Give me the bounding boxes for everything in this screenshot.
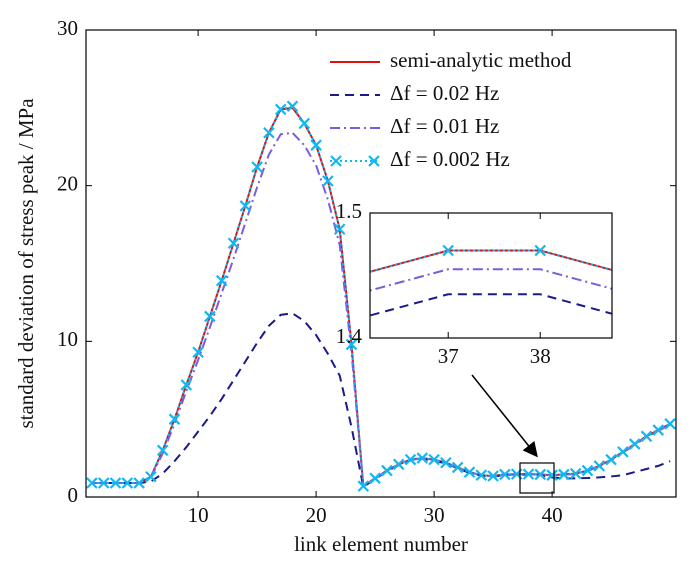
- series-marker: [192, 346, 204, 359]
- series-marker: [145, 470, 157, 483]
- series-marker: [168, 413, 181, 425]
- series-marker: [274, 103, 287, 116]
- series-marker: [351, 271, 361, 281]
- legend-label: semi-analytic method: [390, 48, 572, 72]
- series-marker: [381, 464, 393, 477]
- series-marker: [215, 274, 228, 287]
- series-marker: [121, 477, 134, 489]
- series-line: [370, 268, 612, 292]
- series-marker: [322, 175, 334, 187]
- series-marker: [451, 461, 464, 474]
- series-line: [370, 249, 612, 273]
- series-marker: [546, 469, 558, 481]
- legend-label: Δf = 0.02 Hz: [390, 81, 499, 105]
- zoom-box: [519, 462, 555, 494]
- series-marker: [86, 477, 98, 489]
- legend-label: Δf = 0.002 Hz: [390, 147, 510, 171]
- y-tick-label: 30: [57, 16, 78, 40]
- series-marker: [310, 139, 322, 151]
- series-marker: [251, 161, 263, 173]
- series-marker: [239, 200, 252, 212]
- y-tick-label: 20: [57, 171, 78, 195]
- series-marker: [534, 468, 547, 481]
- series-marker: [475, 469, 488, 481]
- y-tick-label: 10: [57, 327, 78, 351]
- series-marker: [440, 456, 452, 469]
- x-tick-label: 20: [306, 503, 327, 527]
- series-marker: [640, 430, 653, 443]
- series-marker: [558, 468, 570, 481]
- series-marker: [628, 438, 641, 450]
- series-marker: [534, 244, 547, 257]
- series-marker: [627, 271, 637, 281]
- series-marker: [333, 223, 346, 236]
- series-marker: [286, 100, 299, 113]
- series-marker: [522, 468, 535, 480]
- series-marker: [109, 477, 122, 489]
- series-marker: [463, 466, 476, 478]
- x-tick-label: 37: [438, 344, 459, 368]
- series-marker: [617, 446, 629, 458]
- series-marker: [97, 477, 110, 489]
- x-axis-label: link element number: [294, 532, 468, 556]
- x-tick-label: 38: [530, 344, 551, 368]
- legend-marker: [368, 155, 380, 167]
- series-marker: [404, 453, 417, 466]
- y-tick-label: 0: [68, 483, 79, 507]
- zoom-arrow: [471, 374, 538, 458]
- series-marker: [392, 458, 405, 471]
- axes-frame: [369, 212, 613, 339]
- series-marker: [204, 310, 216, 323]
- series-marker: [180, 379, 193, 391]
- x-tick-label: 10: [188, 503, 209, 527]
- series-marker: [345, 338, 358, 351]
- x-tick-label: 40: [542, 503, 563, 527]
- series-line: [370, 293, 612, 317]
- y-axis-label: standard deviation of stress peak / MPa: [14, 98, 38, 429]
- plot-area: [351, 244, 637, 317]
- legend-label: Δf = 0.01 Hz: [390, 114, 499, 138]
- series-marker: [263, 126, 275, 139]
- series-marker: [652, 424, 665, 436]
- series-marker: [499, 468, 511, 481]
- legend-marker: [330, 155, 342, 167]
- series-line: [91, 312, 671, 489]
- series-marker: [369, 472, 381, 485]
- series-marker: [664, 418, 676, 430]
- plot-area: [86, 100, 676, 492]
- series-marker: [156, 444, 169, 457]
- y-tick-label: 1.5: [336, 199, 362, 223]
- x-tick-label: 30: [424, 503, 445, 527]
- series-marker: [428, 453, 440, 466]
- series-marker: [357, 480, 370, 492]
- series-marker: [569, 467, 582, 480]
- series-marker: [487, 470, 499, 482]
- series-marker: [581, 464, 594, 477]
- y-tick-label: 1.4: [336, 324, 363, 348]
- series-marker: [605, 453, 617, 466]
- inset-background: [370, 213, 612, 338]
- series-marker: [227, 237, 240, 250]
- series-marker: [298, 117, 311, 130]
- series-marker: [416, 452, 429, 464]
- series-marker: [442, 244, 454, 257]
- axes-frame: [85, 29, 677, 498]
- series-marker: [593, 460, 606, 472]
- series-marker: [133, 477, 145, 489]
